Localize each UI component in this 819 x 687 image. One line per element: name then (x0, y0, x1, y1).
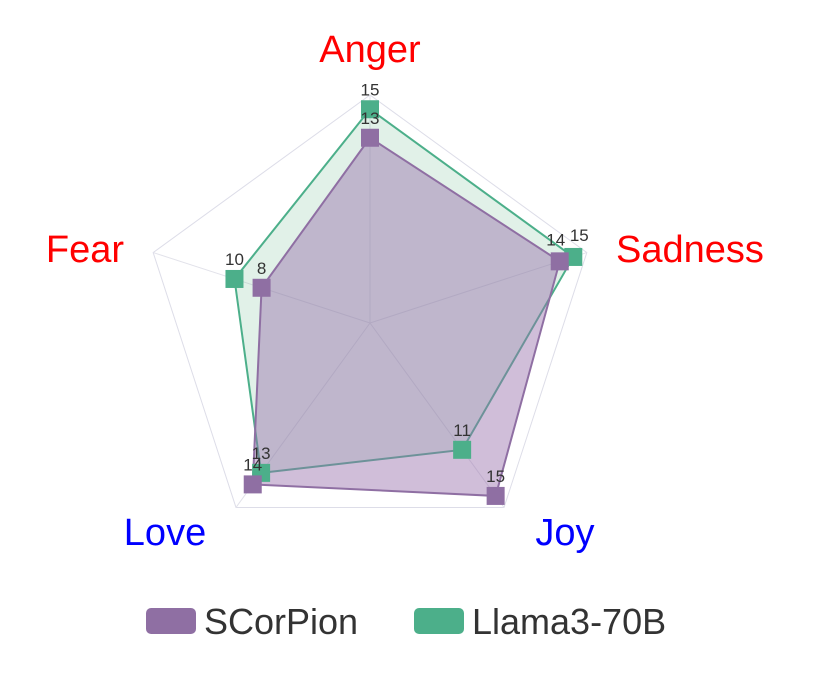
data-point-scorpion[interactable] (243, 475, 262, 494)
data-point-llama3-70b[interactable] (564, 247, 583, 266)
legend-item-llama3-70b[interactable]: Llama3-70B (414, 601, 666, 642)
value-label-scorpion: 8 (257, 259, 266, 278)
value-label-llama3-70b: 15 (570, 226, 589, 245)
axis-labels: Anger Sadness Joy Love Fear (46, 29, 764, 554)
value-label-scorpion: 14 (546, 230, 565, 249)
data-point-llama3-70b[interactable] (361, 100, 379, 119)
axis-label-sadness: Sadness (616, 229, 764, 271)
grid-spoke (369, 252, 587, 324)
value-label-scorpion: 13 (361, 109, 380, 128)
axis-label-anger: Anger (319, 29, 421, 71)
legend-item-scorpion[interactable]: SCorPion (146, 601, 358, 642)
value-label-llama3-70b: 11 (453, 421, 471, 440)
data-point-scorpion[interactable] (252, 278, 271, 297)
legend-label: SCorPion (204, 601, 358, 642)
legend-swatch (146, 608, 196, 634)
legend-label: Llama3-70B (472, 601, 666, 642)
grid-spoke (369, 322, 505, 508)
value-label-llama3-70b: 10 (225, 250, 244, 269)
series-area-llama3-70b (233, 107, 575, 474)
value-label-scorpion: 14 (243, 455, 262, 474)
series-area-scorpion (251, 136, 561, 497)
value-label-llama3-70b: 13 (252, 444, 271, 463)
data-point-scorpion[interactable] (550, 252, 569, 271)
axis-label-fear: Fear (46, 229, 124, 271)
legend[interactable]: SCorPion Llama3-70B (146, 601, 666, 642)
legend-swatch (414, 608, 464, 634)
data-point-scorpion[interactable] (486, 486, 505, 505)
data-point-llama3-70b[interactable] (225, 269, 244, 288)
value-label-llama3-70b: 15 (361, 80, 380, 99)
axis-label-joy: Joy (535, 512, 594, 554)
radar-grid (152, 94, 588, 508)
data-point-scorpion[interactable] (361, 128, 379, 147)
axis-label-love: Love (124, 512, 206, 554)
data-point-llama3-70b[interactable] (453, 440, 472, 459)
value-label-scorpion: 15 (486, 467, 505, 486)
